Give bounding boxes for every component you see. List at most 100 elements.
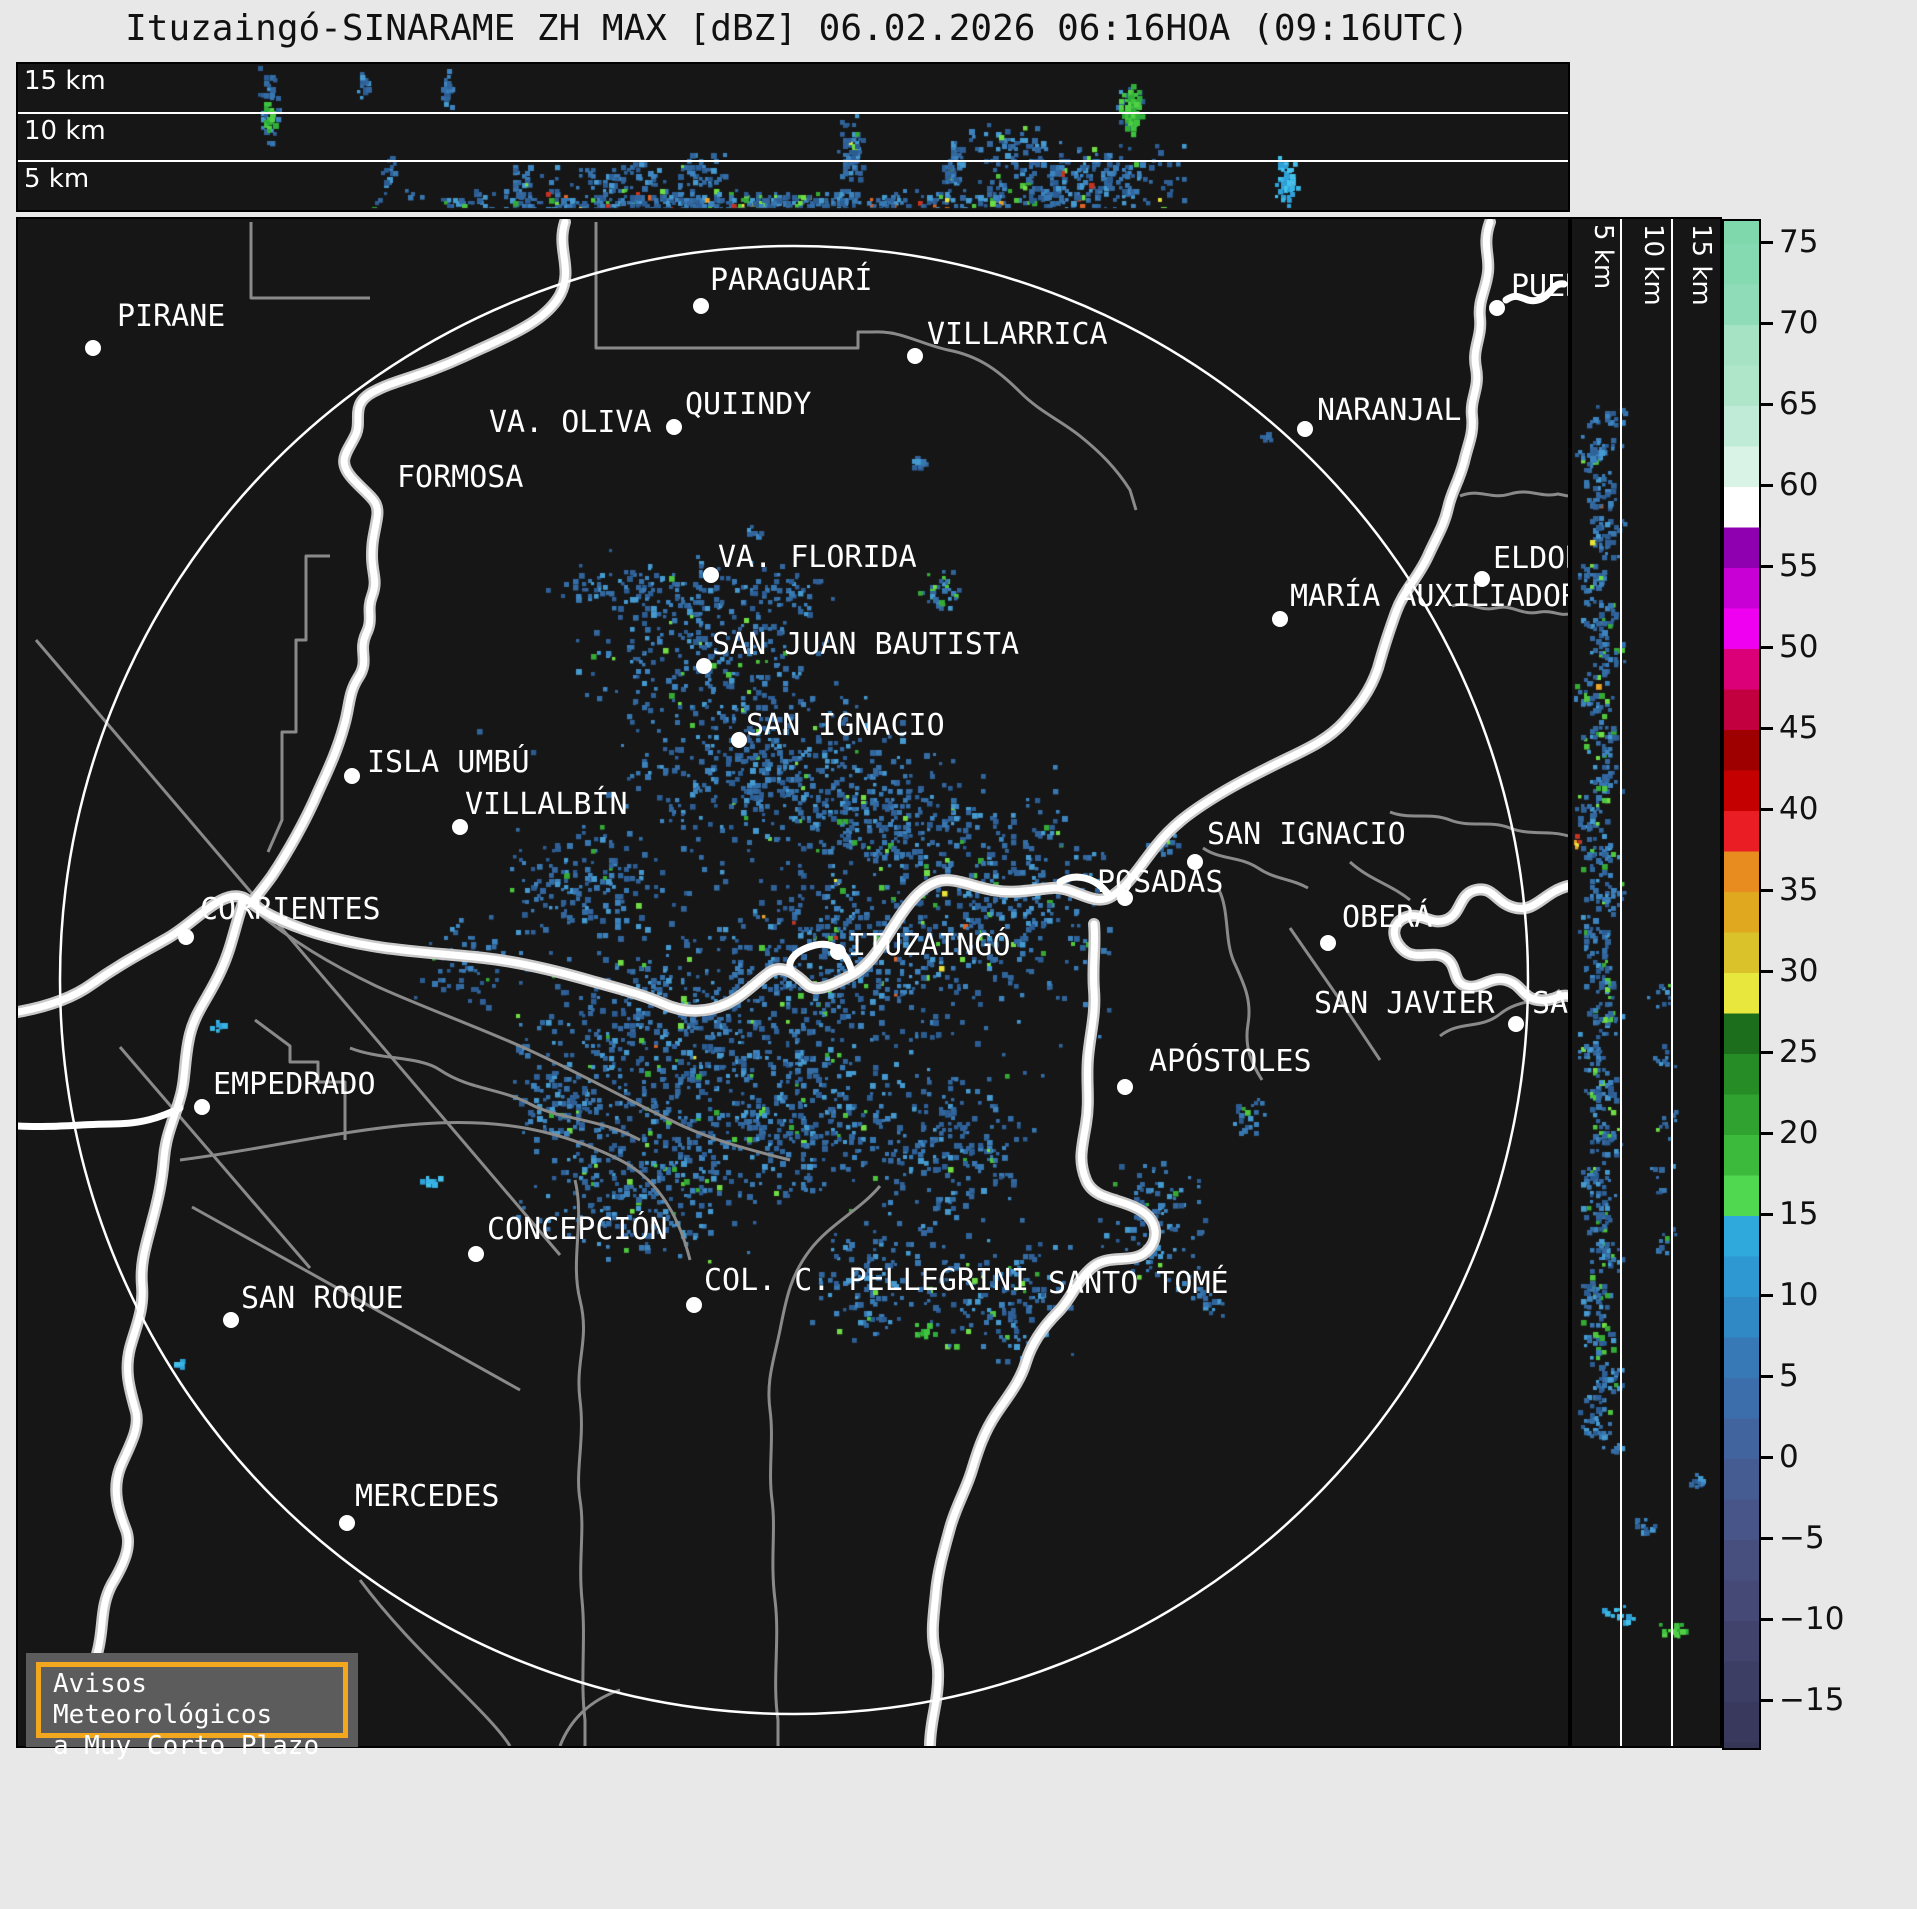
city-dot — [666, 419, 682, 435]
alert-line-1: Avisos Meteorológicos — [53, 1669, 273, 1730]
city-label: FORMOSA — [397, 460, 524, 495]
city-label: MERCEDES — [355, 1479, 500, 1514]
city-label: SAN ROQUE — [241, 1281, 404, 1316]
alert-box[interactable]: Avisos Meteorológicos a Muy Corto Plazo — [26, 1653, 358, 1761]
colorbar-tick-label: 30 — [1779, 953, 1819, 989]
colorbar-tick-label: 70 — [1779, 305, 1819, 341]
city-dot — [686, 1297, 702, 1313]
city-label: CORRIENTES — [200, 892, 381, 927]
footer: Servicio Meteorológico Nacional Argentin… — [0, 1748, 1917, 1909]
city-label: SAN JAVIER — [1314, 986, 1495, 1021]
city-label: SAN IGNACIO — [746, 708, 945, 743]
top-panel-label-15km: 15 km — [24, 66, 106, 96]
colorbar-tick — [1759, 564, 1773, 568]
right-panel-label-5km: 5 km — [1588, 224, 1618, 290]
city-label: ITUZAINGÓ — [848, 928, 1011, 963]
colorbar-tick — [1759, 969, 1773, 973]
colorbar-tick-label: 55 — [1779, 548, 1819, 584]
colorbar-tick — [1759, 402, 1773, 406]
city-dot — [178, 929, 194, 945]
colorbar-tick — [1759, 645, 1773, 649]
colorbar-tick — [1759, 1293, 1773, 1297]
city-label: PUER — [1511, 269, 1568, 304]
city-dot — [907, 348, 923, 364]
colorbar-tick — [1759, 888, 1773, 892]
colorbar-tick — [1759, 483, 1773, 487]
city-label: SANTO TOMÉ — [1048, 1266, 1229, 1301]
city-label: POSADAS — [1097, 865, 1224, 900]
city-dot — [339, 1515, 355, 1531]
city-dot — [1489, 300, 1505, 316]
city-label: EMPEDRADO — [213, 1067, 376, 1102]
city-label: QUIINDY — [685, 387, 812, 422]
city-label: APÓSTOLES — [1149, 1044, 1312, 1079]
city-label: SAN JUAN BAUTISTA — [712, 627, 1020, 662]
city-label: VILLARRICA — [927, 317, 1108, 352]
city-label: ISLA UMBÚ — [367, 745, 530, 780]
colorbar-tick-label: −5 — [1779, 1520, 1825, 1556]
colorbar-tick — [1759, 1536, 1773, 1540]
city-label: PARAGUARÍ — [710, 263, 873, 298]
colorbar-tick-label: 35 — [1779, 872, 1819, 908]
city-label: NARANJAL — [1317, 393, 1462, 428]
alert-line-2: a Muy Corto Plazo — [53, 1731, 320, 1761]
city-dot — [194, 1099, 210, 1115]
city-dot — [1508, 1016, 1524, 1032]
colorbar-tick-label: 50 — [1779, 629, 1819, 665]
colorbar-tick-label: 75 — [1779, 224, 1819, 260]
city-label: SAN — [1532, 986, 1568, 1021]
colorbar-tick — [1759, 807, 1773, 811]
city-label: VA. OLIVA — [489, 405, 652, 440]
colorbar-tick — [1759, 726, 1773, 730]
right-panel-label-10km: 10 km — [1638, 224, 1668, 306]
city-dot — [703, 567, 719, 583]
colorbar-tick-label: −15 — [1779, 1682, 1845, 1718]
top-panel-label-10km: 10 km — [24, 116, 106, 146]
city-dot — [223, 1312, 239, 1328]
colorbar-tick — [1759, 1131, 1773, 1135]
city-dot — [731, 732, 747, 748]
colorbar-tick — [1759, 240, 1773, 244]
city-dot — [344, 768, 360, 784]
city-label: CONCEPCIÓN — [487, 1212, 668, 1247]
city-dot — [1117, 1079, 1133, 1095]
city-dot — [468, 1246, 484, 1262]
colorbar-tick — [1759, 1617, 1773, 1621]
colorbar-tick — [1759, 321, 1773, 325]
colorbar-tick — [1759, 1698, 1773, 1702]
city-label: PIRANE — [117, 299, 226, 334]
colorbar-tick-label: 10 — [1779, 1277, 1819, 1313]
colorbar-tick — [1759, 1050, 1773, 1054]
colorbar-tick-label: 65 — [1779, 386, 1819, 422]
city-dot — [1320, 935, 1336, 951]
right-panel-label-15km: 15 km — [1686, 224, 1716, 306]
city-dot — [1272, 611, 1288, 627]
city-label: SAN IGNACIO — [1207, 817, 1406, 852]
colorbar-tick-label: 25 — [1779, 1034, 1819, 1070]
city-label: COL. C. PELLEGRINI — [704, 1263, 1030, 1298]
colorbar-tick-label: 45 — [1779, 710, 1819, 746]
colorbar-tick-label: 5 — [1779, 1358, 1799, 1394]
city-label: ELDOR — [1493, 541, 1568, 576]
city-label: OBERÁ — [1342, 900, 1433, 935]
city-dot — [85, 340, 101, 356]
city-label: VILLALBÍN — [465, 787, 628, 822]
colorbar-tick-label: 20 — [1779, 1115, 1819, 1151]
figure-title: Ituzaingó-SINARAME ZH MAX [dBZ] 06.02.20… — [125, 8, 1469, 49]
top-panel-label-5km: 5 km — [24, 164, 90, 194]
top-cross-section-panel — [16, 62, 1570, 212]
colorbar-tick-label: −10 — [1779, 1601, 1845, 1637]
city-dot — [693, 298, 709, 314]
dbz-colorbar — [1722, 219, 1761, 1750]
city-dot — [696, 658, 712, 674]
right-cross-section-panel — [1570, 217, 1722, 1748]
colorbar-tick-label: 15 — [1779, 1196, 1819, 1232]
colorbar-tick — [1759, 1374, 1773, 1378]
city-dot — [1297, 421, 1313, 437]
city-label: MARÍA AUXILIADORA — [1290, 579, 1568, 614]
colorbar-tick-label: 60 — [1779, 467, 1819, 503]
colorbar-tick-label: 0 — [1779, 1439, 1799, 1475]
city-label-layer: PIRANE PARAGUARÍ VILLARRICA QUIINDY VA. OLIV… — [18, 219, 1568, 1746]
colorbar-tick — [1759, 1212, 1773, 1216]
